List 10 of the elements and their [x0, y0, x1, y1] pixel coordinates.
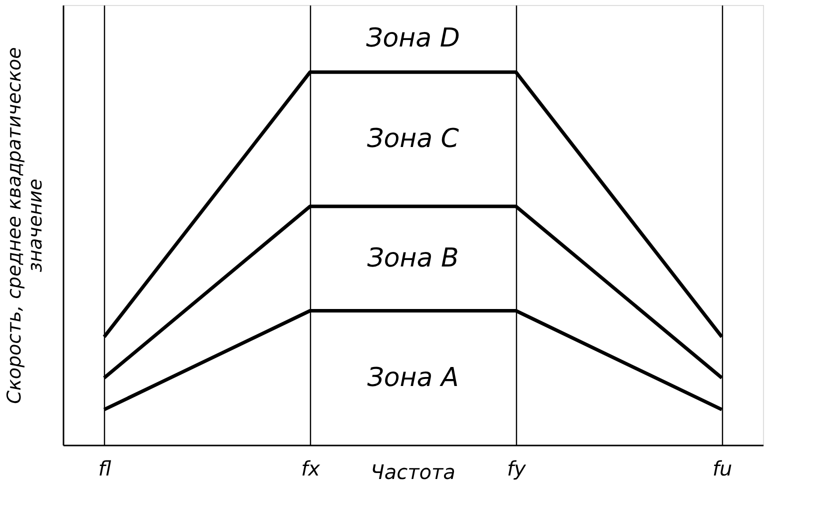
x-tick-label: fu: [712, 456, 732, 480]
y-axis-title: Скорость, среднее квадратическое значение: [4, 47, 46, 404]
text: Зона D: [366, 24, 460, 54]
x-tick-label: fy: [506, 456, 528, 480]
annotation: Зона B: [367, 244, 459, 274]
x-tick-label: fx: [301, 456, 320, 480]
annotation: Зона A: [367, 362, 459, 393]
annotation: Зона C: [367, 124, 460, 154]
x-tick-label: fl: [98, 456, 112, 480]
x-axis-title: Частота: [370, 460, 456, 484]
